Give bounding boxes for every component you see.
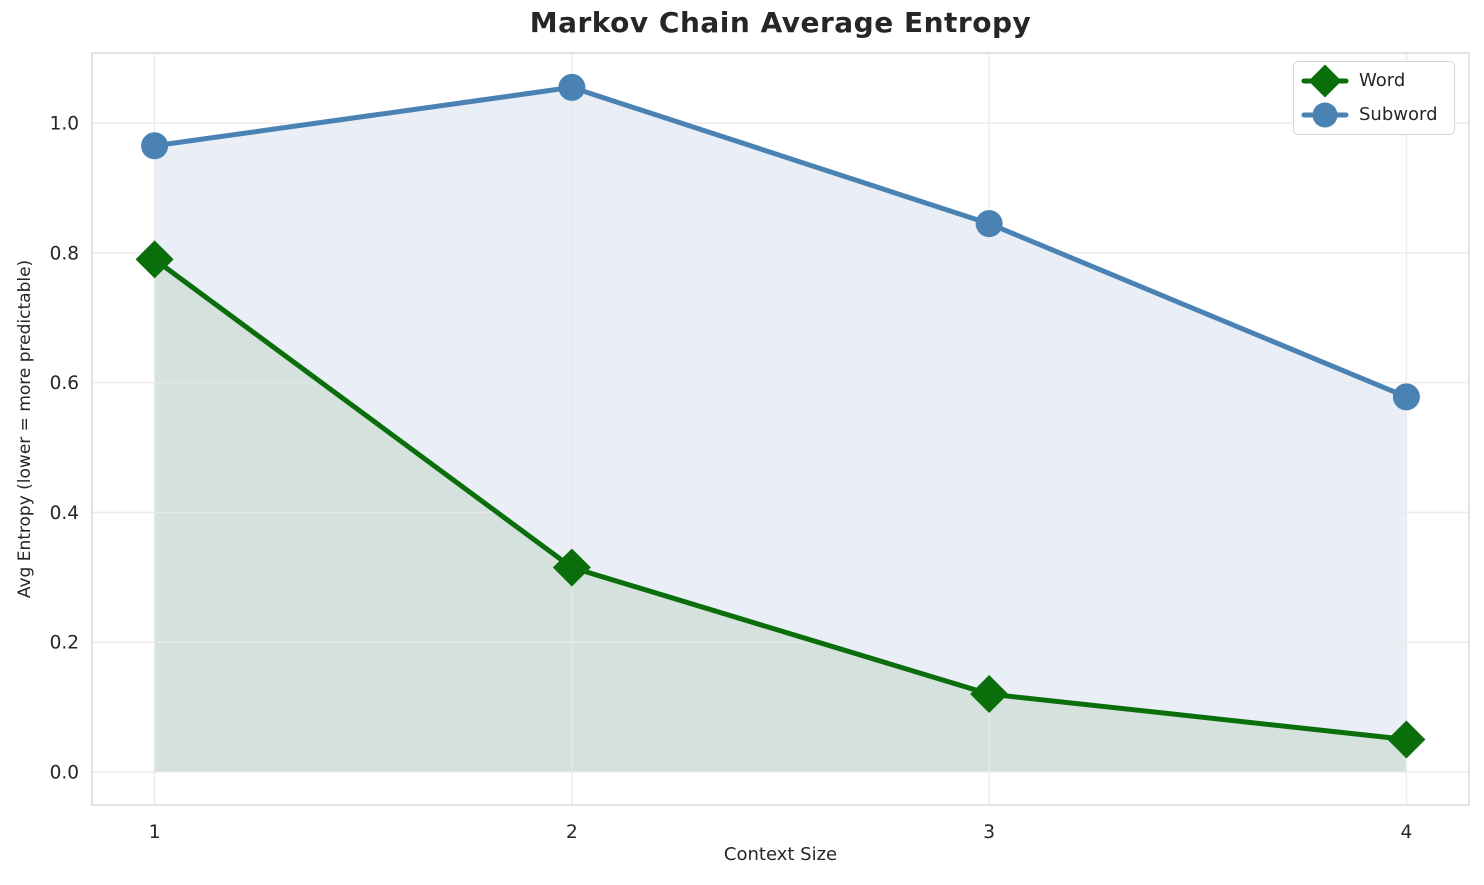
word-marker [970, 675, 1009, 714]
subword-marker [975, 210, 1003, 238]
y-axis-label: Avg Entropy (lower = more predictable) [15, 259, 35, 599]
legend-item-word: Word [1301, 64, 1438, 98]
word-line [152, 256, 1409, 742]
legend-label: Word [1359, 70, 1406, 91]
plot-border [91, 52, 1470, 806]
subword-marker [558, 73, 586, 101]
x-tick-label: 4 [1401, 822, 1413, 843]
subword-marker [1392, 383, 1420, 411]
x-tick-label: 3 [983, 822, 995, 843]
word-area-fill [154, 259, 1407, 772]
subword-marker [141, 132, 169, 160]
x-tick-label: 2 [566, 822, 578, 843]
legend-item-subword: Subword [1301, 98, 1438, 132]
x-axis-label: Context Size [723, 844, 838, 865]
word-marker [1387, 720, 1426, 759]
legend-label: Subword [1359, 104, 1438, 125]
y-tick-label: 0.8 [50, 243, 79, 264]
y-tick-label: 1.0 [50, 114, 79, 135]
diamond-marker-icon [1308, 64, 1342, 98]
y-tick-label: 0.0 [50, 762, 79, 783]
y-tick-label: 0.6 [50, 373, 79, 394]
legend-sample [1301, 64, 1349, 98]
subword-line [152, 84, 1409, 400]
chart-title: Markov Chain Average Entropy [529, 6, 1032, 39]
y-tick-label: 0.2 [50, 633, 79, 654]
x-tick-label: 1 [149, 822, 161, 843]
circle-marker-icon [1312, 102, 1338, 128]
word-marker [135, 240, 174, 279]
word-marker [552, 548, 591, 587]
legend-sample [1301, 102, 1349, 128]
y-tick-label: 0.4 [50, 503, 79, 524]
legend: Word Subword [1293, 61, 1455, 135]
